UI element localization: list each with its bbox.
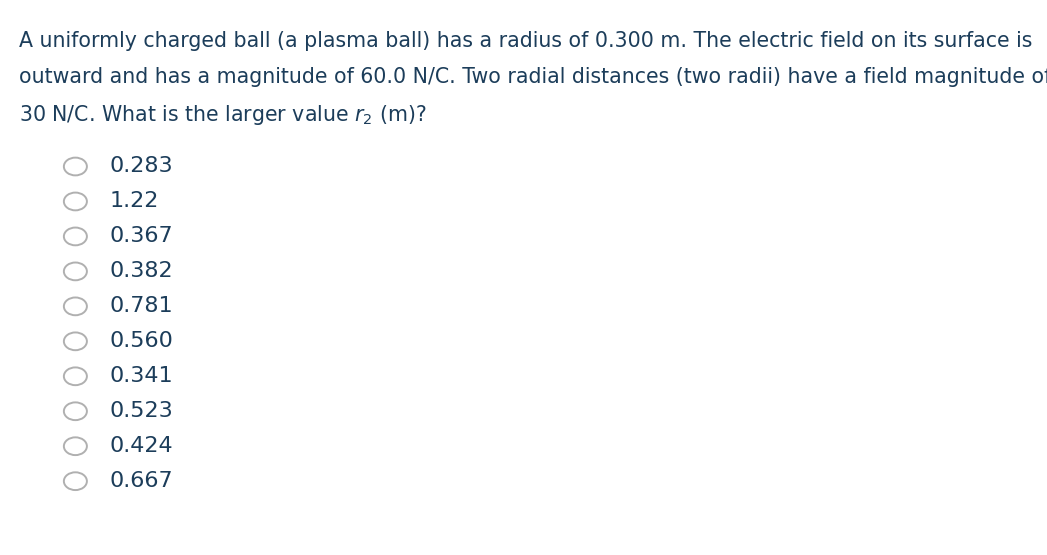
Text: 0.341: 0.341 xyxy=(110,366,174,386)
Text: 0.382: 0.382 xyxy=(110,261,174,281)
Text: 0.667: 0.667 xyxy=(110,471,174,491)
Text: 0.283: 0.283 xyxy=(110,157,174,176)
Text: 0.560: 0.560 xyxy=(110,331,174,351)
Text: 0.424: 0.424 xyxy=(110,436,174,456)
Text: A uniformly charged ball (a plasma ball) has a radius of 0.300 m. The electric f: A uniformly charged ball (a plasma ball)… xyxy=(19,31,1032,51)
Text: 1.22: 1.22 xyxy=(110,191,159,211)
Text: 0.523: 0.523 xyxy=(110,401,174,421)
Text: 0.781: 0.781 xyxy=(110,296,174,316)
Text: 30 N/C. What is the larger value $r_2$ (m)?: 30 N/C. What is the larger value $r_2$ (… xyxy=(19,103,426,127)
Text: 0.367: 0.367 xyxy=(110,226,174,246)
Text: outward and has a magnitude of 60.0 N/C. Two radial distances (two radii) have a: outward and has a magnitude of 60.0 N/C.… xyxy=(19,67,1047,87)
